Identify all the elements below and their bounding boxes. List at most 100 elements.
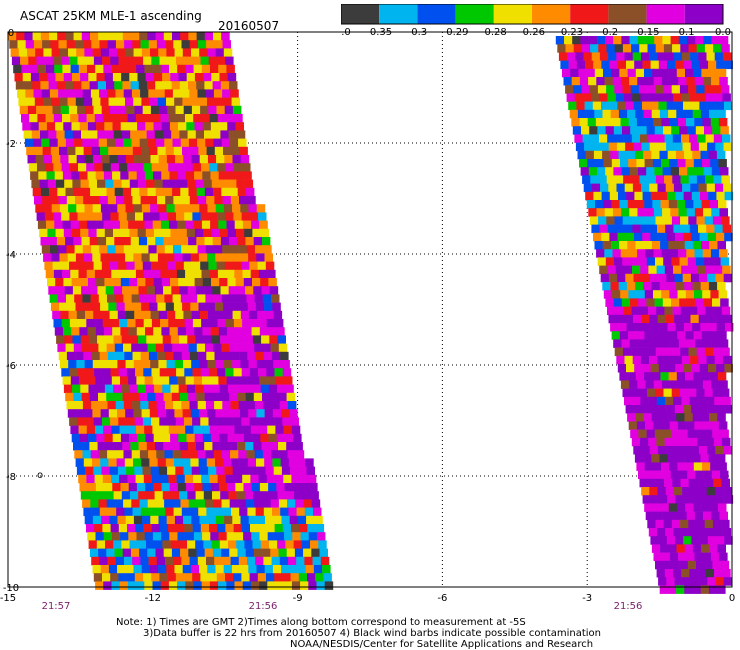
wind-cell — [101, 310, 110, 320]
wind-cell — [275, 376, 285, 385]
wind-cell — [304, 556, 313, 566]
colorbar-swatch — [570, 4, 609, 24]
wind-cell — [233, 417, 242, 426]
wind-cell — [594, 109, 603, 119]
wind-cell — [178, 73, 187, 82]
wind-cell — [249, 417, 258, 426]
wind-cell — [126, 56, 136, 66]
wind-cell — [181, 245, 190, 254]
wind-cell — [635, 372, 645, 381]
wind-cell — [565, 44, 574, 53]
wind-cell — [138, 130, 147, 139]
wind-cell — [689, 396, 699, 406]
wind-cell — [204, 81, 213, 90]
wind-cell — [681, 528, 691, 537]
wind-cell — [158, 565, 167, 574]
wind-cell — [142, 105, 152, 115]
wind-cell — [170, 335, 180, 344]
wind-cell — [232, 515, 241, 525]
wind-cell — [58, 40, 67, 49]
wind-cell — [666, 232, 676, 242]
y-tick-label: 0 — [8, 28, 14, 39]
wind-cell — [193, 220, 203, 230]
wind-cell — [681, 437, 690, 447]
wind-cell — [719, 77, 728, 86]
wind-cell — [300, 483, 310, 492]
wind-cell — [215, 565, 224, 574]
wind-cell — [618, 191, 627, 201]
wind-cell — [35, 204, 44, 213]
wind-cell — [679, 167, 688, 176]
wind-cell — [676, 68, 686, 78]
wind-cell — [177, 376, 186, 385]
wind-cell — [637, 36, 647, 45]
wind-cell — [175, 466, 184, 476]
wind-cell — [243, 171, 252, 180]
wind-cell — [92, 458, 101, 467]
wind-cell — [46, 122, 56, 131]
wind-cell — [281, 466, 291, 476]
wind-cell — [664, 265, 674, 275]
wind-cell — [132, 146, 142, 156]
wind-cell — [214, 196, 223, 205]
wind-cell — [208, 573, 218, 582]
wind-cell — [13, 64, 22, 74]
wind-cell — [247, 556, 256, 566]
wind-cell — [703, 339, 712, 348]
wind-cell — [669, 249, 679, 258]
wind-cell — [697, 437, 706, 447]
wind-cell — [626, 60, 635, 70]
wind-cell — [675, 150, 685, 160]
wind-cell — [151, 212, 160, 221]
wind-cell — [718, 290, 728, 299]
wind-cell — [159, 261, 168, 271]
wind-cell — [180, 32, 189, 41]
wind-cell — [650, 536, 659, 545]
wind-cell — [54, 220, 63, 230]
wind-cell — [98, 32, 107, 41]
wind-cell — [565, 85, 574, 94]
wind-cell — [694, 290, 703, 299]
wind-cell — [718, 118, 728, 127]
wind-cell — [185, 425, 194, 435]
wind-cell — [633, 142, 642, 152]
wind-cell — [215, 97, 224, 107]
wind-cell — [651, 109, 661, 119]
wind-cell — [220, 491, 229, 500]
wind-cell — [139, 499, 148, 508]
wind-cell — [711, 380, 720, 389]
wind-cell — [66, 401, 75, 410]
wind-cell — [654, 126, 664, 135]
wind-cell — [268, 384, 278, 394]
wind-cell — [677, 331, 686, 340]
wind-cell — [80, 335, 90, 344]
wind-cell — [101, 360, 110, 369]
wind-cell — [165, 458, 175, 467]
wind-cell — [658, 232, 668, 242]
wind-cell — [202, 122, 212, 131]
wind-cell — [124, 507, 133, 517]
wind-cell — [602, 241, 612, 250]
wind-cell — [667, 585, 677, 594]
wind-cell — [93, 105, 102, 115]
wind-cell — [64, 179, 73, 189]
wind-cell — [153, 483, 162, 492]
wind-cell — [209, 114, 219, 123]
wind-cell — [91, 351, 100, 361]
wind-cell — [108, 507, 117, 517]
wind-cell — [718, 503, 727, 512]
wind-cell — [144, 171, 154, 180]
wind-cell — [97, 491, 106, 500]
wind-cell — [659, 495, 668, 504]
wind-cell — [655, 560, 664, 570]
wind-cell — [564, 36, 573, 45]
wind-cell — [235, 122, 244, 131]
wind-cell — [94, 212, 103, 221]
wind-cell — [220, 81, 230, 90]
wind-cell — [30, 171, 39, 180]
wind-cell — [593, 150, 603, 160]
wind-cell — [659, 454, 668, 463]
wind-cell — [130, 286, 139, 295]
wind-cell — [102, 163, 112, 172]
wind-cell — [187, 179, 196, 189]
